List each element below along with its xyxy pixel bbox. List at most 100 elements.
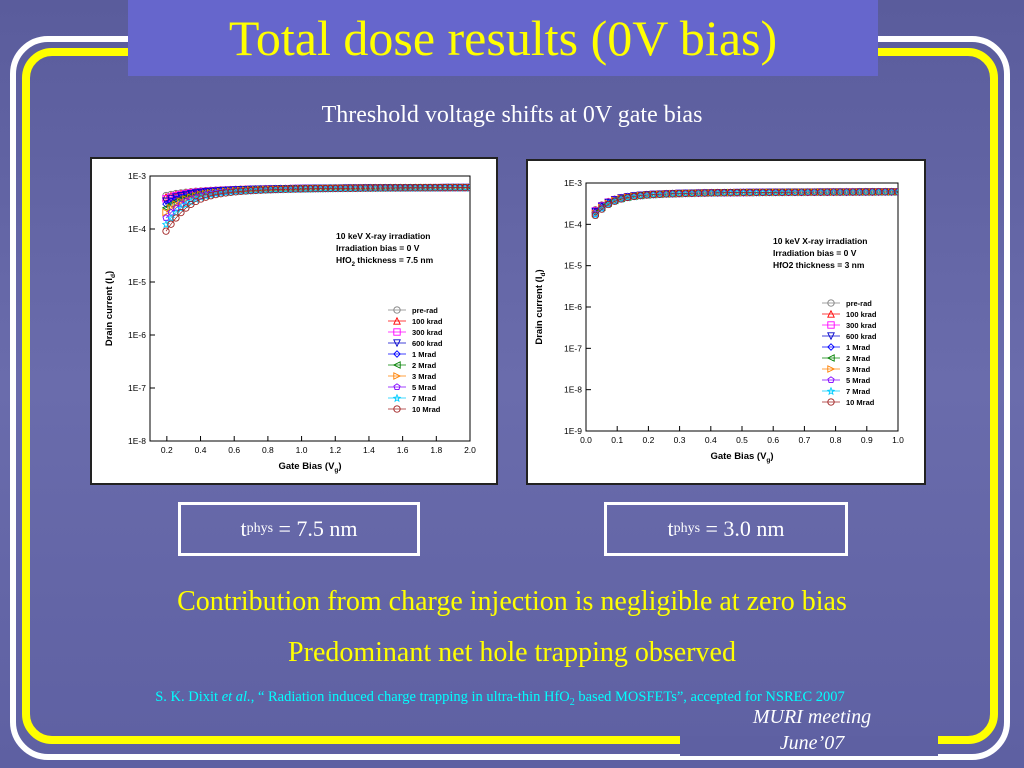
data-point bbox=[827, 299, 835, 307]
chart-panel-right: 1E-3 1E-4 1E-5 1E-6 1E-7 1E-8 1E-9 0.0 0.1 0.2 0.3… bbox=[526, 159, 926, 485]
y-axis-label-close: ) bbox=[104, 271, 115, 274]
x-tick-label: 0.1 bbox=[611, 435, 623, 445]
x-tick-label: 0.6 bbox=[767, 435, 779, 445]
drain-current-chart-3nm: 1E-3 1E-4 1E-5 1E-6 1E-7 1E-8 1E-90.0 0.1 0.2 0.3… bbox=[534, 178, 904, 464]
citation-etal: et al. bbox=[221, 689, 251, 705]
x-axis-label-sub: g bbox=[334, 467, 338, 474]
citation: S. K. Dixit et al., “ Radiation induced … bbox=[0, 689, 1000, 708]
t-sub: phys bbox=[246, 521, 274, 536]
data-point bbox=[752, 188, 761, 197]
data-point bbox=[376, 184, 384, 192]
x-tick-label: 0.9 bbox=[861, 435, 873, 445]
data-point bbox=[393, 383, 401, 391]
x-tick-label: 0.2 bbox=[642, 435, 654, 445]
data-point bbox=[393, 328, 401, 336]
legend-label: pre-rad bbox=[846, 299, 872, 308]
chart-legend: pre-rad 100 krad 300 krad 600 krad 1 Mrad 2 M… bbox=[388, 306, 443, 414]
legend-label: 3 Mrad bbox=[412, 372, 437, 381]
data-point bbox=[822, 187, 832, 197]
legend-label: 1 Mrad bbox=[412, 350, 437, 359]
data-point bbox=[381, 184, 389, 192]
x-tick-label: 1.6 bbox=[397, 445, 409, 455]
y-tick-label: 1E-4 bbox=[128, 224, 146, 234]
y-tick-label: 1E-6 bbox=[564, 302, 582, 312]
data-point bbox=[162, 200, 170, 208]
citation-sub: 2 bbox=[569, 696, 575, 708]
data-point bbox=[271, 185, 280, 194]
data-point bbox=[171, 208, 181, 217]
data-point bbox=[611, 197, 619, 205]
data-point bbox=[441, 184, 449, 192]
data-point bbox=[366, 184, 374, 192]
x-tick-label: 0.4 bbox=[195, 445, 207, 455]
y-tick-label: 1E-6 bbox=[128, 330, 146, 340]
data-point bbox=[681, 189, 690, 198]
data-point bbox=[835, 187, 845, 197]
legend-label: 600 krad bbox=[412, 339, 443, 348]
data-point bbox=[797, 187, 806, 197]
y-axis-label: Drain current (Id) bbox=[104, 271, 117, 346]
legend-label: 300 krad bbox=[412, 328, 443, 337]
footer: MURI meeting June’07 bbox=[732, 704, 892, 756]
x-tick-label: 0.7 bbox=[798, 435, 810, 445]
data-point bbox=[874, 187, 883, 197]
data-point bbox=[726, 188, 735, 197]
chart-annotation: Irradiation bias = 0 V bbox=[336, 243, 420, 253]
data-point bbox=[341, 184, 350, 192]
data-point bbox=[217, 190, 225, 198]
legend-label: 2 Mrad bbox=[846, 354, 871, 363]
data-point bbox=[661, 189, 671, 199]
x-axis-label: Gate Bias (Vg) bbox=[710, 451, 773, 464]
data-point bbox=[868, 187, 877, 197]
data-series-layer bbox=[161, 183, 470, 235]
data-point bbox=[321, 184, 330, 193]
data-point bbox=[861, 187, 871, 197]
data-point bbox=[827, 398, 835, 406]
data-point bbox=[393, 306, 401, 314]
y-tick-label: 1E-9 bbox=[564, 426, 582, 436]
data-point bbox=[276, 185, 285, 194]
data-point bbox=[172, 214, 180, 222]
y-axis-label-close: ) bbox=[534, 269, 545, 272]
legend-label: 10 Mrad bbox=[846, 398, 875, 407]
t-label: t bbox=[240, 516, 247, 541]
chart-annotation: 10 keV X-ray irradiation bbox=[773, 236, 868, 246]
y-tick-label: 1E-3 bbox=[128, 171, 146, 181]
citation-title: , “ Radiation induced charge trapping in… bbox=[250, 689, 570, 705]
t-value: = 7.5 nm bbox=[273, 516, 358, 541]
x-tick-label: 0.0 bbox=[580, 435, 592, 445]
y-axis-label: Drain current (Id) bbox=[534, 269, 547, 344]
chart-annotation: HfO2 thickness = 3 nm bbox=[773, 260, 865, 270]
data-point bbox=[301, 185, 310, 193]
data-point bbox=[346, 184, 355, 192]
t-sub: phys bbox=[673, 521, 701, 536]
data-point bbox=[674, 189, 684, 198]
data-point bbox=[700, 188, 710, 198]
legend-label: 5 Mrad bbox=[412, 383, 437, 392]
y-tick-label: 1E-7 bbox=[128, 383, 146, 393]
data-point bbox=[392, 361, 401, 369]
legend-label: 100 krad bbox=[846, 310, 877, 319]
slide-subtitle: Threshold voltage shifts at 0V gate bias bbox=[321, 102, 703, 128]
data-point bbox=[247, 187, 255, 195]
footer-meeting: MURI meeting bbox=[752, 706, 872, 728]
footer-date: June’07 bbox=[779, 732, 845, 754]
y-tick-label: 1E-5 bbox=[564, 261, 582, 271]
data-point bbox=[421, 184, 429, 192]
data-point bbox=[326, 184, 335, 193]
data-point bbox=[162, 208, 171, 217]
x-axis-label-sub: g bbox=[766, 457, 770, 464]
x-tick-label: 0.3 bbox=[674, 435, 686, 445]
legend-label: 2 Mrad bbox=[412, 361, 437, 370]
data-point bbox=[466, 183, 470, 192]
thickness-box-left: t phys = 7.5 nm bbox=[178, 502, 420, 556]
data-point bbox=[739, 188, 748, 197]
data-point bbox=[222, 189, 230, 197]
drain-current-chart-7p5nm: 1E-3 1E-4 1E-5 1E-6 1E-7 1E-8 0.2 0.4 0.6 0.8 1.0 1… bbox=[104, 171, 476, 474]
x-tick-label: 0.8 bbox=[262, 445, 274, 455]
data-point bbox=[636, 191, 645, 200]
data-point bbox=[465, 183, 470, 192]
citation-authors: S. K. Dixit bbox=[155, 689, 222, 705]
legend-label: 7 Mrad bbox=[846, 387, 871, 396]
data-point bbox=[803, 187, 813, 197]
